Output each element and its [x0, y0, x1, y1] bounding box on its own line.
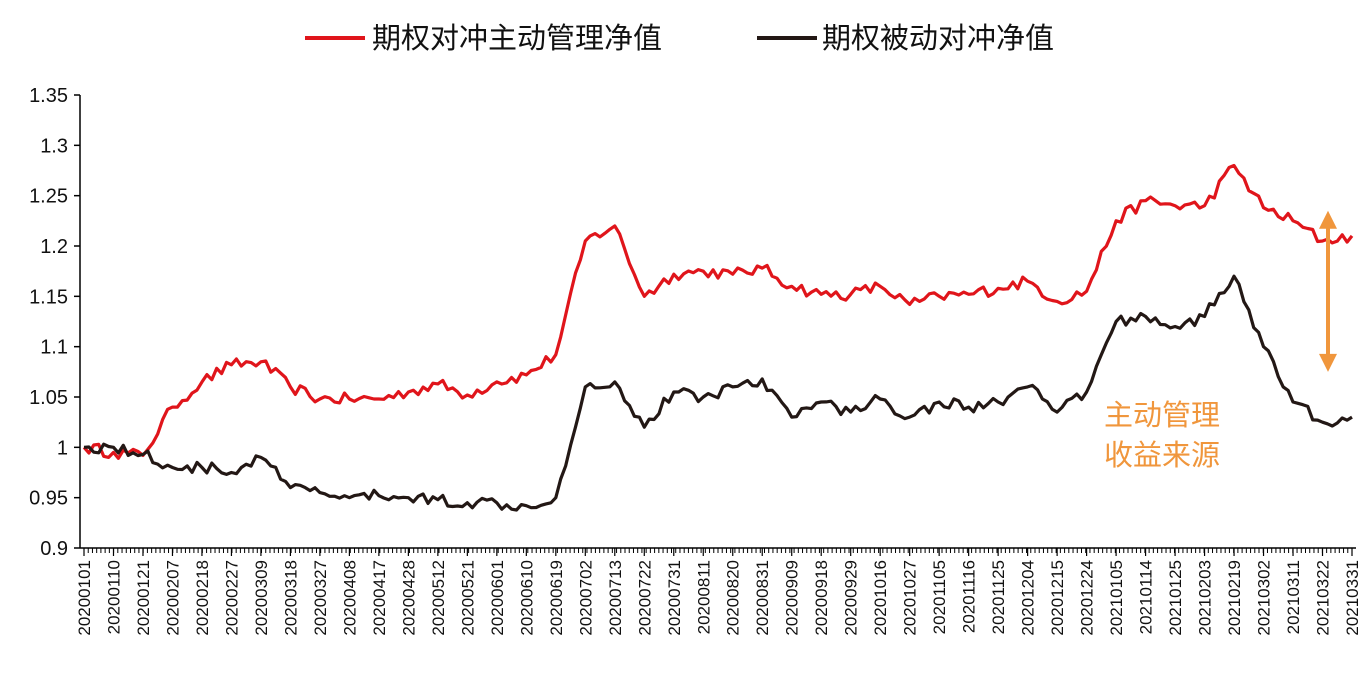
- x-tick-label: 20200918: [812, 560, 831, 636]
- x-ticks: 20200101 20200110 20200121 20200207 20200218…: [75, 548, 1362, 636]
- x-tick-label: 20200327: [311, 560, 330, 636]
- y-tick-label: 1.25: [29, 186, 68, 208]
- x-tick-label: 20200831: [753, 560, 772, 636]
- x-tick-label: 20200820: [724, 560, 743, 636]
- annotation-text-line-2: 收益来源: [1104, 438, 1220, 472]
- y-tick-label: 1.05: [29, 387, 68, 409]
- annotation-text-line-1: 主动管理: [1104, 398, 1220, 432]
- x-tick-label: 20200428: [399, 560, 418, 636]
- x-tick-label: 20200309: [252, 560, 271, 636]
- x-tick-label: 20200521: [458, 560, 477, 636]
- x-tick-label: 20200929: [842, 560, 861, 636]
- x-tick-label: 20200713: [606, 560, 625, 636]
- x-tick-label: 20201016: [871, 560, 890, 636]
- x-tick-label: 20200512: [429, 560, 448, 636]
- legend-label-active: 期权对冲主动管理净值: [372, 21, 662, 55]
- annotation-arrow-head-down: [1319, 353, 1337, 372]
- legend: 期权对冲主动管理净值 期权被动对冲净值: [305, 21, 1054, 55]
- annotation: 主动管理 收益来源: [1104, 210, 1337, 472]
- x-tick-label: 20200731: [665, 560, 684, 636]
- x-tick-label: 20200110: [104, 560, 123, 634]
- x-tick-label: 20201224: [1078, 560, 1097, 636]
- x-tick-label: 20201105: [930, 560, 949, 634]
- y-tick-label: 1.2: [40, 236, 68, 258]
- x-tick-label: 20210311: [1284, 560, 1303, 634]
- y-tick-label: 1.3: [40, 135, 68, 157]
- series-line-passive: [83, 274, 1353, 512]
- y-tick-label: 1.15: [29, 286, 68, 308]
- x-tick-label: 20210219: [1225, 560, 1244, 636]
- x-tick-label: 20210203: [1196, 560, 1215, 636]
- x-tick-label: 20210114: [1137, 560, 1156, 634]
- x-tick-label: 20200227: [222, 560, 241, 636]
- x-tick-label: 20200417: [370, 560, 389, 636]
- x-tick-label: 20200601: [488, 560, 507, 636]
- x-tick-label: 20200811: [694, 560, 713, 634]
- y-tick-label: 1.35: [29, 85, 68, 107]
- x-tick-label: 20210125: [1166, 560, 1185, 636]
- y-ticks: 1.35 1.3 1.25 1.2 1.15 1.1 1.05 1 0.95 0.9: [29, 85, 80, 560]
- x-tick-label: 20201204: [1019, 560, 1038, 636]
- x-tick-label: 20200909: [783, 560, 802, 636]
- x-tick-label: 20200318: [281, 560, 300, 636]
- legend-label-passive: 期权被动对冲净值: [822, 21, 1054, 55]
- y-tick-label: 0.95: [29, 488, 68, 510]
- series-line-active: [82, 163, 1354, 460]
- x-tick-label: 20200722: [635, 560, 654, 636]
- x-tick-label: 20210331: [1343, 560, 1362, 636]
- axes: [79, 95, 1356, 549]
- x-tick-label: 20200207: [163, 560, 182, 636]
- y-tick-label: 0.9: [40, 538, 68, 560]
- x-tick-label: 20201027: [901, 560, 920, 636]
- x-tick-label: 20200619: [547, 560, 566, 636]
- y-tick-label: 1.1: [40, 337, 68, 359]
- x-tick-label: 20200610: [517, 560, 536, 636]
- x-tick-label: 20200121: [134, 560, 153, 636]
- x-tick-label: 20210302: [1255, 560, 1274, 636]
- x-tick-label: 20210105: [1107, 560, 1126, 636]
- x-tick-label: 20200101: [75, 560, 94, 636]
- x-tick-label: 20200218: [193, 560, 212, 636]
- x-tick-label: 20200408: [340, 560, 359, 636]
- x-tick-label: 20200702: [576, 560, 595, 636]
- annotation-arrow-head-up: [1319, 210, 1337, 229]
- x-tick-label: 20201116: [960, 560, 979, 633]
- x-tick-label: 20210322: [1314, 560, 1333, 636]
- x-tick-label: 20201125: [989, 560, 1008, 634]
- x-tick-label: 20201215: [1048, 560, 1067, 636]
- y-tick-label: 1: [57, 437, 68, 459]
- x-minor-ticks: [83, 548, 1353, 553]
